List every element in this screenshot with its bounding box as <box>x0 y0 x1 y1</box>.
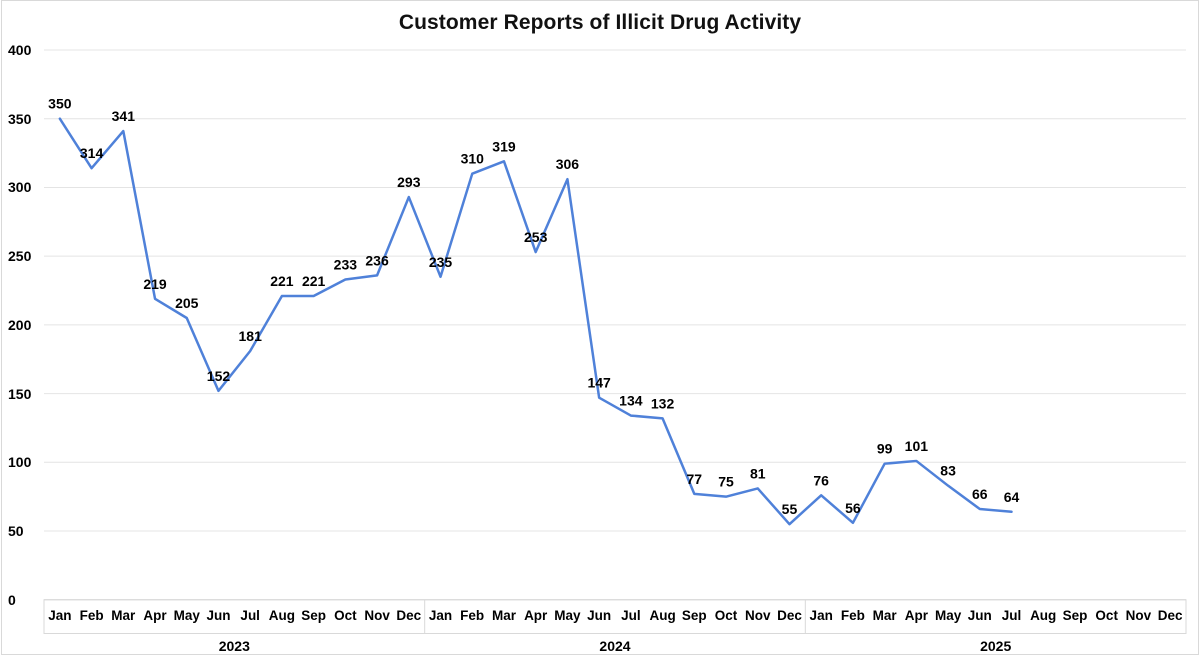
svg-text:236: 236 <box>365 252 389 268</box>
svg-text:341: 341 <box>112 108 136 124</box>
svg-text:152: 152 <box>207 368 231 384</box>
svg-text:319: 319 <box>492 138 516 154</box>
svg-text:66: 66 <box>972 486 988 502</box>
svg-text:132: 132 <box>651 395 675 411</box>
svg-text:306: 306 <box>556 156 580 172</box>
svg-text:314: 314 <box>80 145 104 161</box>
svg-text:235: 235 <box>429 254 453 270</box>
svg-text:219: 219 <box>143 276 167 292</box>
svg-text:99: 99 <box>877 441 893 457</box>
svg-text:81: 81 <box>750 465 766 481</box>
svg-text:101: 101 <box>905 438 929 454</box>
svg-text:293: 293 <box>397 174 421 190</box>
svg-text:134: 134 <box>619 393 643 409</box>
svg-text:56: 56 <box>845 500 861 516</box>
svg-text:181: 181 <box>239 328 263 344</box>
svg-text:75: 75 <box>718 474 734 490</box>
svg-text:350: 350 <box>48 96 72 112</box>
svg-text:55: 55 <box>782 501 798 517</box>
svg-text:310: 310 <box>461 151 485 167</box>
svg-text:221: 221 <box>302 273 326 289</box>
svg-text:147: 147 <box>587 375 611 391</box>
svg-text:77: 77 <box>687 471 703 487</box>
svg-text:205: 205 <box>175 295 199 311</box>
svg-text:221: 221 <box>270 273 294 289</box>
svg-text:76: 76 <box>813 472 829 488</box>
svg-text:64: 64 <box>1004 489 1020 505</box>
svg-text:253: 253 <box>524 229 548 245</box>
svg-text:233: 233 <box>334 257 358 273</box>
svg-text:83: 83 <box>940 463 956 479</box>
